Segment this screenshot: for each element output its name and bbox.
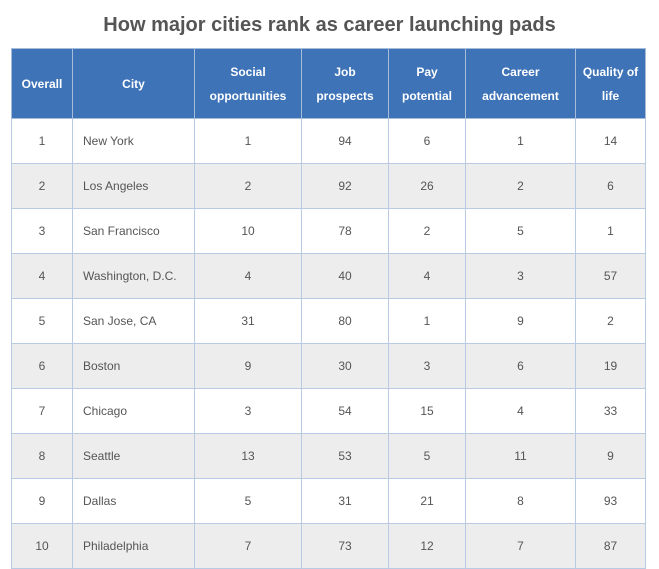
- cell-job-prospects: 54: [301, 388, 389, 434]
- cell-city: San Jose, CA: [72, 298, 195, 344]
- cell-job-prospects: 78: [301, 208, 389, 254]
- header-quality-of-life: Quality of life: [575, 48, 646, 119]
- cell-quality-of-life: 87: [575, 523, 646, 569]
- cell-pay-potential: 12: [388, 523, 466, 569]
- cell-quality-of-life: 1: [575, 208, 646, 254]
- table-row: 6 Boston 9 30 3 6 19: [11, 343, 646, 389]
- table-row: 9 Dallas 5 31 21 8 93: [11, 478, 646, 524]
- cell-career-advancement: 5: [465, 208, 576, 254]
- cell-quality-of-life: 19: [575, 343, 646, 389]
- cell-career-advancement: 7: [465, 523, 576, 569]
- cell-social-opportunities: 7: [194, 523, 302, 569]
- cell-city: Philadelphia: [72, 523, 195, 569]
- cell-quality-of-life: 93: [575, 478, 646, 524]
- cell-career-advancement: 4: [465, 388, 576, 434]
- cell-city: Chicago: [72, 388, 195, 434]
- header-career-advancement: Career advancement: [465, 48, 576, 119]
- cell-overall-rank: 5: [11, 298, 73, 344]
- cell-job-prospects: 40: [301, 253, 389, 299]
- cell-overall-rank: 2: [11, 163, 73, 209]
- table-row: 10 Philadelphia 7 73 12 7 87: [11, 523, 646, 569]
- table-row: 5 San Jose, CA 31 80 1 9 2: [11, 298, 646, 344]
- cell-job-prospects: 31: [301, 478, 389, 524]
- cell-pay-potential: 6: [388, 118, 466, 164]
- cell-career-advancement: 11: [465, 433, 576, 479]
- cell-social-opportunities: 1: [194, 118, 302, 164]
- cell-overall-rank: 8: [11, 433, 73, 479]
- cell-pay-potential: 15: [388, 388, 466, 434]
- cell-pay-potential: 26: [388, 163, 466, 209]
- table-row: 2 Los Angeles 2 92 26 2 6: [11, 163, 646, 209]
- cell-social-opportunities: 10: [194, 208, 302, 254]
- cell-pay-potential: 5: [388, 433, 466, 479]
- header-pay-potential: Pay potential: [388, 48, 466, 119]
- cell-social-opportunities: 4: [194, 253, 302, 299]
- cell-city: New York: [72, 118, 195, 164]
- table-row: 8 Seattle 13 53 5 11 9: [11, 433, 646, 479]
- cell-pay-potential: 1: [388, 298, 466, 344]
- cell-city: Dallas: [72, 478, 195, 524]
- cell-career-advancement: 9: [465, 298, 576, 344]
- cell-city: Boston: [72, 343, 195, 389]
- header-job-prospects: Job prospects: [301, 48, 389, 119]
- cell-quality-of-life: 57: [575, 253, 646, 299]
- cell-overall-rank: 6: [11, 343, 73, 389]
- cell-social-opportunities: 9: [194, 343, 302, 389]
- cell-career-advancement: 6: [465, 343, 576, 389]
- cell-city: Washington, D.C.: [72, 253, 195, 299]
- cell-career-advancement: 8: [465, 478, 576, 524]
- cell-overall-rank: 3: [11, 208, 73, 254]
- chart-title: How major cities rank as career launchin…: [103, 14, 556, 36]
- cell-social-opportunities: 5: [194, 478, 302, 524]
- cell-city: Los Angeles: [72, 163, 195, 209]
- table-row: 3 San Francisco 10 78 2 5 1: [11, 208, 646, 254]
- cell-social-opportunities: 2: [194, 163, 302, 209]
- cell-social-opportunities: 13: [194, 433, 302, 479]
- cell-social-opportunities: 3: [194, 388, 302, 434]
- table-row: 4 Washington, D.C. 4 40 4 3 57: [11, 253, 646, 299]
- cell-pay-potential: 2: [388, 208, 466, 254]
- cell-overall-rank: 7: [11, 388, 73, 434]
- cell-quality-of-life: 6: [575, 163, 646, 209]
- header-city: City: [72, 48, 195, 119]
- cell-job-prospects: 92: [301, 163, 389, 209]
- cell-overall-rank: 4: [11, 253, 73, 299]
- table-row: 7 Chicago 3 54 15 4 33: [11, 388, 646, 434]
- cell-quality-of-life: 9: [575, 433, 646, 479]
- table-header-row: Overall City Social opportunities Job prosp…: [11, 48, 646, 119]
- cell-overall-rank: 10: [11, 523, 73, 569]
- ranking-table: Overall City Social opportunities Job prosp…: [11, 48, 646, 569]
- cell-overall-rank: 9: [11, 478, 73, 524]
- cell-career-advancement: 3: [465, 253, 576, 299]
- table-body: 1 New York 1 94 6 1 14 2 Los Angeles 2 92 26 2 6 3 San …: [11, 118, 646, 569]
- cell-job-prospects: 80: [301, 298, 389, 344]
- cell-city: Seattle: [72, 433, 195, 479]
- cell-job-prospects: 73: [301, 523, 389, 569]
- cell-pay-potential: 3: [388, 343, 466, 389]
- cell-pay-potential: 4: [388, 253, 466, 299]
- header-social-opportunities: Social opportunities: [194, 48, 302, 119]
- cell-career-advancement: 1: [465, 118, 576, 164]
- cell-job-prospects: 53: [301, 433, 389, 479]
- cell-career-advancement: 2: [465, 163, 576, 209]
- cell-job-prospects: 94: [301, 118, 389, 164]
- cell-city: San Francisco: [72, 208, 195, 254]
- cell-pay-potential: 21: [388, 478, 466, 524]
- cell-overall-rank: 1: [11, 118, 73, 164]
- table-row: 1 New York 1 94 6 1 14: [11, 118, 646, 164]
- header-overall: Overall: [11, 48, 73, 119]
- cell-job-prospects: 30: [301, 343, 389, 389]
- cell-social-opportunities: 31: [194, 298, 302, 344]
- cell-quality-of-life: 2: [575, 298, 646, 344]
- cell-quality-of-life: 33: [575, 388, 646, 434]
- cell-quality-of-life: 14: [575, 118, 646, 164]
